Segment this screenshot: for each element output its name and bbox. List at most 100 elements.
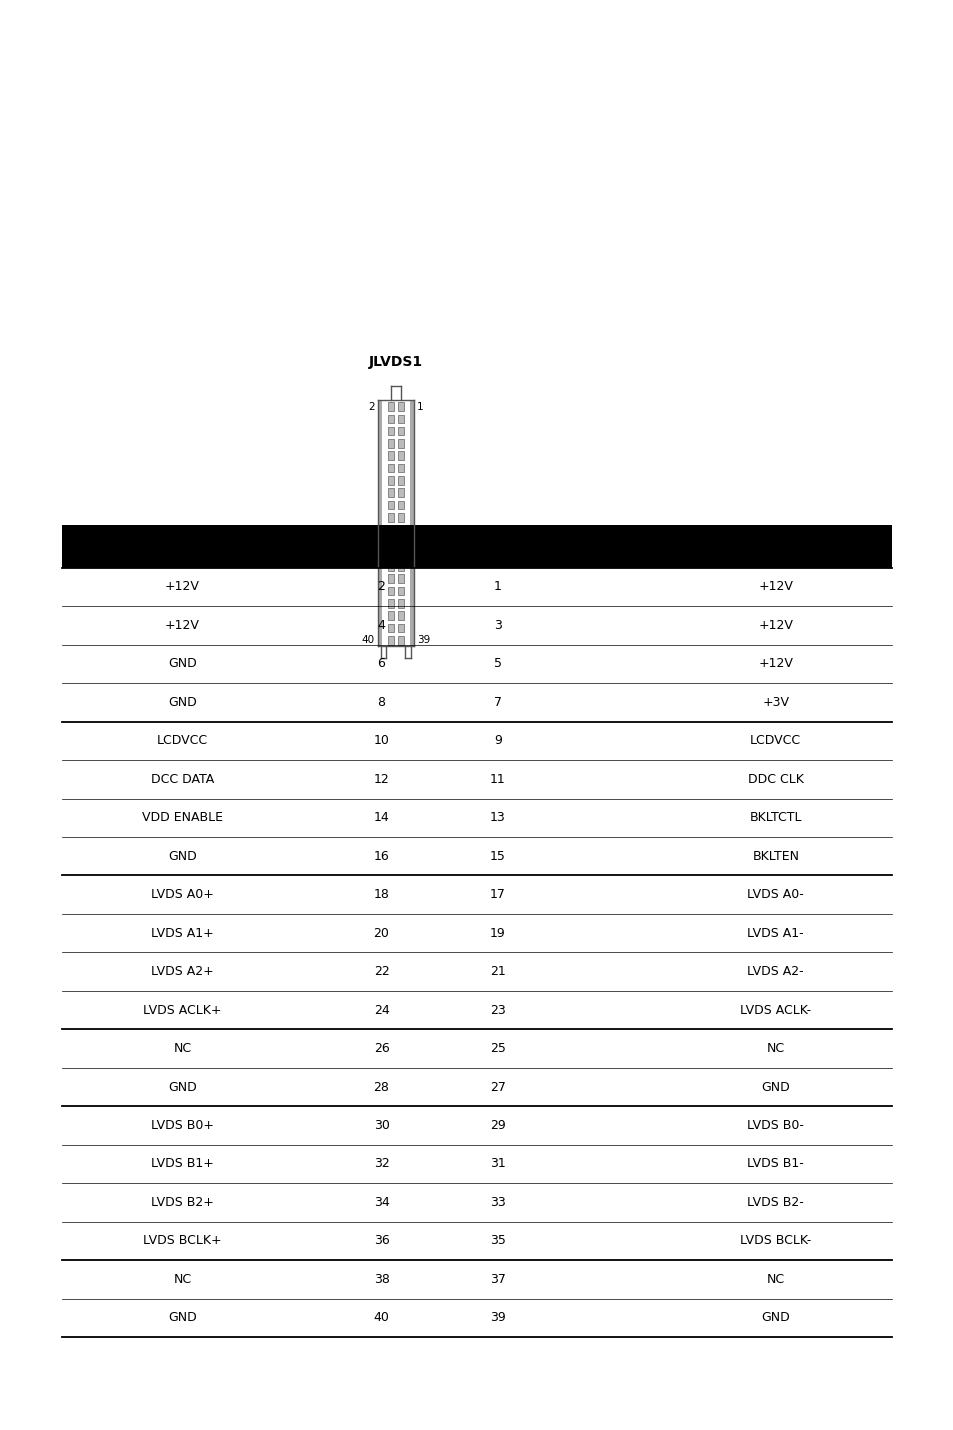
Text: 10: 10 bbox=[374, 735, 389, 748]
Bar bbox=[410, 400, 414, 646]
Text: 40: 40 bbox=[374, 1311, 389, 1324]
Bar bbox=[387, 575, 394, 583]
Text: GND: GND bbox=[168, 849, 196, 862]
Bar bbox=[387, 439, 394, 448]
Bar bbox=[387, 500, 394, 509]
Text: 11: 11 bbox=[489, 772, 505, 785]
Text: +12V: +12V bbox=[165, 619, 199, 632]
Text: 38: 38 bbox=[374, 1273, 389, 1286]
Text: 20: 20 bbox=[374, 927, 389, 940]
Bar bbox=[397, 402, 404, 410]
Bar bbox=[387, 488, 394, 498]
Bar bbox=[397, 525, 404, 533]
Text: LVDS ACLK+: LVDS ACLK+ bbox=[143, 1004, 221, 1017]
Text: 40: 40 bbox=[361, 635, 375, 645]
Text: +12V: +12V bbox=[758, 658, 792, 671]
Text: LCDVCC: LCDVCC bbox=[156, 735, 208, 748]
Bar bbox=[397, 538, 404, 546]
Text: 19: 19 bbox=[489, 927, 505, 940]
Text: 14: 14 bbox=[374, 811, 389, 824]
Text: 30: 30 bbox=[374, 1120, 389, 1133]
Text: LCDVCC: LCDVCC bbox=[749, 735, 801, 748]
Text: LVDS B0-: LVDS B0- bbox=[746, 1120, 803, 1133]
Text: LVDS A0-: LVDS A0- bbox=[746, 888, 803, 901]
Text: 26: 26 bbox=[374, 1042, 389, 1055]
Bar bbox=[387, 513, 394, 522]
Text: LVDS B1-: LVDS B1- bbox=[746, 1157, 803, 1170]
Text: NC: NC bbox=[173, 1273, 192, 1286]
Text: 23: 23 bbox=[489, 1004, 505, 1017]
Text: 34: 34 bbox=[374, 1195, 389, 1208]
Text: 4: 4 bbox=[377, 619, 385, 632]
Text: LVDS ACLK-: LVDS ACLK- bbox=[740, 1004, 810, 1017]
Text: 31: 31 bbox=[489, 1157, 505, 1170]
Text: 29: 29 bbox=[489, 1120, 505, 1133]
Bar bbox=[397, 611, 404, 621]
Text: 8: 8 bbox=[377, 696, 385, 709]
Text: DCC DATA: DCC DATA bbox=[151, 772, 213, 785]
Bar bbox=[397, 562, 404, 571]
Text: GND: GND bbox=[168, 696, 196, 709]
Bar bbox=[397, 586, 404, 595]
Text: +12V: +12V bbox=[165, 581, 199, 593]
Text: NC: NC bbox=[766, 1273, 784, 1286]
Bar bbox=[387, 623, 394, 632]
Text: LVDS A2+: LVDS A2+ bbox=[151, 965, 213, 978]
Bar bbox=[387, 538, 394, 546]
Bar bbox=[387, 415, 394, 423]
Text: +12V: +12V bbox=[758, 619, 792, 632]
Bar bbox=[397, 599, 404, 608]
Text: 27: 27 bbox=[489, 1081, 505, 1094]
Text: LVDS A2-: LVDS A2- bbox=[747, 965, 803, 978]
Text: 2: 2 bbox=[377, 581, 385, 593]
Text: JLVDS1: JLVDS1 bbox=[369, 355, 422, 369]
Bar bbox=[397, 575, 404, 583]
Text: 39: 39 bbox=[489, 1311, 505, 1324]
Text: LVDS BCLK+: LVDS BCLK+ bbox=[143, 1234, 221, 1247]
Text: GND: GND bbox=[168, 1081, 196, 1094]
Text: 6: 6 bbox=[377, 658, 385, 671]
Bar bbox=[397, 452, 404, 460]
Text: 15: 15 bbox=[489, 849, 505, 862]
Text: LVDS A1+: LVDS A1+ bbox=[151, 927, 213, 940]
Text: 25: 25 bbox=[489, 1042, 505, 1055]
Bar bbox=[387, 586, 394, 595]
Text: 33: 33 bbox=[489, 1195, 505, 1208]
Text: 32: 32 bbox=[374, 1157, 389, 1170]
Text: 12: 12 bbox=[374, 772, 389, 785]
Text: +12V: +12V bbox=[758, 581, 792, 593]
Bar bbox=[397, 476, 404, 485]
Text: +3V: +3V bbox=[761, 696, 788, 709]
Bar bbox=[62, 525, 891, 568]
Text: LVDS B2+: LVDS B2+ bbox=[151, 1195, 213, 1208]
Text: 1: 1 bbox=[494, 581, 501, 593]
Bar bbox=[387, 562, 394, 571]
Text: 37: 37 bbox=[489, 1273, 505, 1286]
Text: 22: 22 bbox=[374, 965, 389, 978]
Bar bbox=[387, 549, 394, 559]
Bar bbox=[397, 623, 404, 632]
Text: 7: 7 bbox=[494, 696, 501, 709]
Bar bbox=[397, 426, 404, 436]
Bar bbox=[387, 611, 394, 621]
Bar bbox=[397, 513, 404, 522]
Text: GND: GND bbox=[168, 1311, 196, 1324]
Text: LVDS B1+: LVDS B1+ bbox=[151, 1157, 213, 1170]
Text: 3: 3 bbox=[494, 619, 501, 632]
Bar bbox=[397, 415, 404, 423]
Bar bbox=[377, 400, 381, 646]
Text: 21: 21 bbox=[489, 965, 505, 978]
Text: 36: 36 bbox=[374, 1234, 389, 1247]
Text: 1: 1 bbox=[416, 402, 423, 412]
Text: 35: 35 bbox=[489, 1234, 505, 1247]
Bar bbox=[397, 549, 404, 559]
Bar bbox=[387, 476, 394, 485]
Text: GND: GND bbox=[760, 1081, 789, 1094]
Bar bbox=[397, 636, 404, 645]
Text: BKLTEN: BKLTEN bbox=[752, 849, 799, 862]
Bar bbox=[387, 426, 394, 436]
Bar bbox=[387, 452, 394, 460]
Text: 28: 28 bbox=[374, 1081, 389, 1094]
Text: NC: NC bbox=[173, 1042, 192, 1055]
Text: 17: 17 bbox=[489, 888, 505, 901]
